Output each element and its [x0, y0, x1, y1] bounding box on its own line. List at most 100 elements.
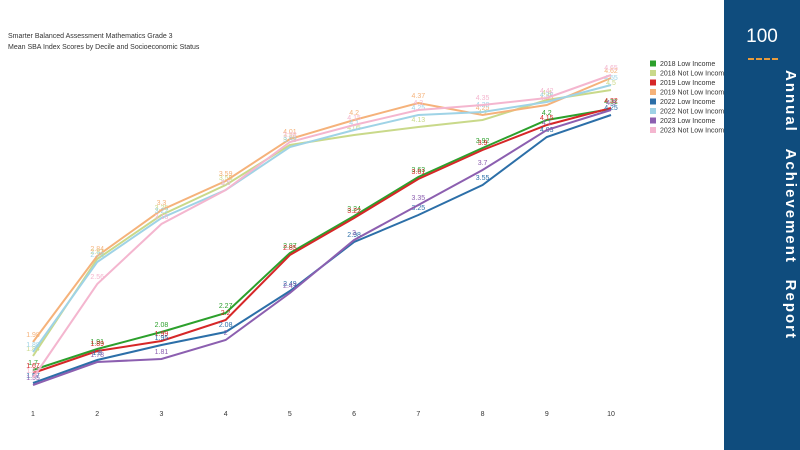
data-label: 3.98: [283, 132, 297, 139]
data-label: 4.55: [604, 75, 618, 82]
data-label: 1.88: [26, 342, 40, 349]
data-label: 2.2: [221, 310, 231, 317]
data-label: 3.22: [347, 208, 361, 215]
x-tick-label: 3: [159, 411, 163, 418]
data-label: 1.89: [90, 341, 104, 348]
x-tick-label: 6: [352, 411, 356, 418]
data-label: 1.91: [90, 339, 104, 346]
legend-swatch: [650, 98, 656, 105]
data-label: 3.9: [478, 140, 488, 147]
x-tick-label: 1: [31, 411, 35, 418]
data-label: 1.7: [28, 360, 38, 367]
legend-label: 2018 Not Low Income: [660, 71, 724, 78]
x-tick-label: 8: [481, 411, 485, 418]
data-label: 3.55: [476, 175, 490, 182]
data-label: 3.5: [221, 180, 231, 187]
legend-label: 2019 Low Income: [660, 80, 715, 87]
side-panel: 100 Annual Achievement Report: [724, 0, 800, 450]
x-tick-label: 4: [224, 411, 228, 418]
series-line: [32, 108, 612, 371]
data-label: 4.4: [542, 90, 552, 97]
data-label: 2.81: [90, 249, 104, 256]
x-tick-label: 5: [288, 411, 292, 418]
data-label: 4.2: [349, 110, 359, 117]
data-label: 1.67: [26, 363, 40, 370]
series-line: [32, 74, 612, 379]
data-label: 2.87: [283, 243, 297, 250]
legend-label: 2019 Not Low Income: [660, 90, 724, 97]
data-label: 3: [352, 230, 356, 237]
data-label: 3.63: [412, 167, 426, 174]
data-label: 1.95: [155, 335, 169, 342]
x-tick-label: 2: [95, 411, 99, 418]
series-line: [32, 109, 612, 386]
legend-swatch: [650, 79, 656, 86]
data-label: 1.81: [155, 349, 169, 356]
legend-swatch: [650, 117, 656, 124]
data-label: 3.92: [476, 138, 490, 145]
data-label: 2.08: [155, 322, 169, 329]
data-label: 1.62: [26, 368, 40, 375]
data-label: 4.32: [604, 98, 618, 105]
legend-label: 2022 Low Income: [660, 99, 715, 106]
data-label: 3.3: [157, 200, 167, 207]
data-label: 2.84: [90, 246, 104, 253]
data-label: 3.35: [412, 195, 426, 202]
series-line: [32, 84, 612, 353]
data-label: 2.85: [283, 245, 297, 252]
data-label: 4.42: [540, 88, 554, 95]
panel-number: 100: [746, 26, 778, 47]
data-label: 3.7: [478, 160, 488, 167]
data-label: 4.01: [283, 129, 297, 136]
data-label: 4.62: [604, 68, 618, 75]
data-label: 1.99: [155, 331, 169, 338]
data-label: 4.2: [542, 110, 552, 117]
data-label: 2.49: [283, 281, 297, 288]
x-tick-label: 9: [545, 411, 549, 418]
data-label: 4.1: [349, 120, 359, 127]
data-label: 1.78: [90, 352, 104, 359]
data-label: 3.93: [283, 137, 297, 144]
chart-title: Smarter Balanced Assessment Mathematics …: [8, 33, 173, 40]
data-label: 1.55: [26, 375, 40, 382]
legend-label: 2022 Not Low Income: [660, 109, 724, 116]
legend-swatch: [650, 108, 656, 114]
data-label: 2.78: [90, 252, 104, 259]
data-label: 4.1: [542, 120, 552, 127]
data-label: 3.22: [155, 208, 169, 215]
divider: [748, 58, 778, 60]
legend-label: 2018 Low Income: [660, 61, 715, 68]
series-line: [32, 77, 612, 343]
data-label: 3.16: [155, 214, 169, 221]
data-label: 3.59: [219, 171, 233, 178]
data-label: 4.25: [412, 105, 426, 112]
series-line: [32, 107, 612, 374]
data-label: 1.98: [26, 332, 40, 339]
x-tick-label: 10: [607, 411, 615, 418]
data-label: 4.13: [412, 117, 426, 124]
legend-swatch: [650, 127, 656, 133]
data-label: 4.5: [606, 80, 616, 87]
data-label: 4.25: [604, 105, 618, 112]
data-label: 3.5: [221, 180, 231, 187]
legend-label: 2023 Low Income: [660, 118, 715, 125]
chart-subtitle: Mean SBA Index Scores by Decile and Soci…: [8, 44, 200, 51]
legend-swatch: [650, 70, 656, 76]
data-label: 4.15: [347, 115, 361, 122]
data-label: 4.15: [540, 115, 554, 122]
data-label: 2.98: [347, 232, 361, 239]
data-label: 3.55: [219, 175, 233, 182]
legend-swatch: [650, 89, 656, 95]
x-tick-label: 7: [416, 411, 420, 418]
data-label: 4.2: [478, 110, 488, 117]
data-label: 1.8: [92, 350, 102, 357]
data-label: 4.3: [413, 100, 423, 107]
data-label: 4.37: [412, 93, 426, 100]
data-label: 4.25: [476, 105, 490, 112]
data-label: 2.08: [219, 322, 233, 329]
data-label: 4.3: [606, 100, 616, 107]
panel-title: Annual Achievement Report: [782, 70, 799, 340]
data-label: 3.24: [347, 206, 361, 213]
data-label: 3.25: [155, 205, 169, 212]
